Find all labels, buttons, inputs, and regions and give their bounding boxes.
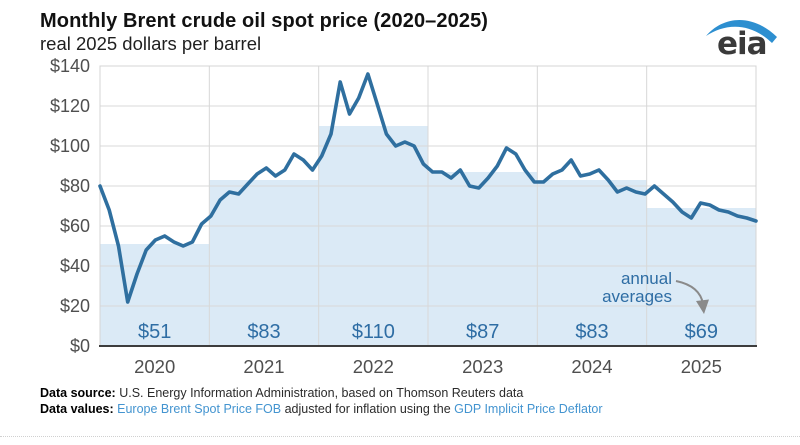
annual-average-label-2024: $83 bbox=[575, 321, 608, 343]
x-tick-label-2022: 2022 bbox=[353, 356, 394, 377]
price-chart: $51 $83 $110 $87 $83 $69 $0 $20 $40 $60 $80 $100 $1… bbox=[50, 56, 758, 377]
data-values-link-deflator[interactable]: GDP Implicit Price Deflator bbox=[454, 401, 603, 416]
y-tick-label-0: $0 bbox=[70, 336, 90, 356]
gridlines bbox=[100, 66, 756, 346]
price-line bbox=[98, 72, 758, 304]
area-band-2025 bbox=[646, 208, 756, 346]
data-source-line: Data source: U.S. Energy Information Adm… bbox=[40, 386, 603, 402]
y-tick-label-100: $100 bbox=[50, 136, 90, 156]
area-band-2022 bbox=[318, 126, 428, 346]
annual-average-label-2021: $83 bbox=[247, 321, 280, 343]
annotation-text-line2: averages bbox=[602, 287, 672, 306]
data-source-label: Data source: bbox=[40, 386, 120, 400]
footer: Data source: U.S. Energy Information Adm… bbox=[40, 386, 603, 417]
eia-swoosh-icon bbox=[706, 19, 777, 43]
annual-average-label-2020: $51 bbox=[138, 321, 171, 343]
annotation-text-line1: annual bbox=[621, 269, 672, 288]
data-values-link-brent[interactable]: Europe Brent Spot Price FOB bbox=[117, 401, 282, 416]
annual-average-label-2023: $87 bbox=[466, 321, 499, 343]
data-values-label: Data values: bbox=[40, 401, 118, 416]
x-tick-label-2023: 2023 bbox=[462, 356, 503, 377]
area-bands bbox=[100, 126, 756, 346]
data-values-middle-text: adjusted for inflation using the bbox=[281, 401, 455, 416]
annual-average-label-2025: $69 bbox=[685, 321, 718, 343]
y-tick-label-20: $20 bbox=[60, 296, 90, 316]
annual-average-label-2022: $110 bbox=[352, 321, 395, 343]
x-tick-label-2024: 2024 bbox=[571, 356, 612, 377]
bottom-dotted-rule bbox=[0, 436, 800, 437]
chart-subtitle: real 2025 dollars per barrel bbox=[40, 33, 262, 54]
x-axis-labels: 2020 2021 2022 2023 2024 2025 bbox=[134, 356, 722, 377]
x-tick-label-2020: 2020 bbox=[134, 356, 175, 377]
annotation: annual averages bbox=[602, 269, 709, 314]
band-labels: $51 $83 $110 $87 $83 $69 bbox=[138, 321, 718, 343]
area-band-2023 bbox=[428, 172, 538, 346]
x-tick-label-2025: 2025 bbox=[681, 356, 722, 377]
y-tick-label-80: $80 bbox=[60, 176, 90, 196]
annotation-arrowhead-icon bbox=[696, 299, 709, 314]
y-tick-label-60: $60 bbox=[60, 216, 90, 236]
y-axis-labels: $0 $20 $40 $60 $80 $100 $120 $140 bbox=[50, 56, 90, 356]
data-source-text: U.S. Energy Information Administration, … bbox=[119, 386, 524, 400]
area-band-2020 bbox=[100, 244, 210, 346]
y-tick-label-40: $40 bbox=[60, 256, 90, 276]
chart-title: Monthly Brent crude oil spot price (2020… bbox=[40, 10, 489, 32]
area-band-2021 bbox=[209, 180, 319, 346]
y-tick-label-120: $120 bbox=[50, 96, 90, 116]
eia-logo: eia bbox=[706, 19, 777, 58]
x-tick-label-2021: 2021 bbox=[243, 356, 284, 377]
area-band-2024 bbox=[537, 180, 647, 346]
data-values-line: Data values: Europe Brent Spot Price FOB… bbox=[40, 402, 603, 418]
eia-logo-text: eia bbox=[717, 26, 767, 58]
y-tick-label-140: $140 bbox=[50, 56, 90, 76]
